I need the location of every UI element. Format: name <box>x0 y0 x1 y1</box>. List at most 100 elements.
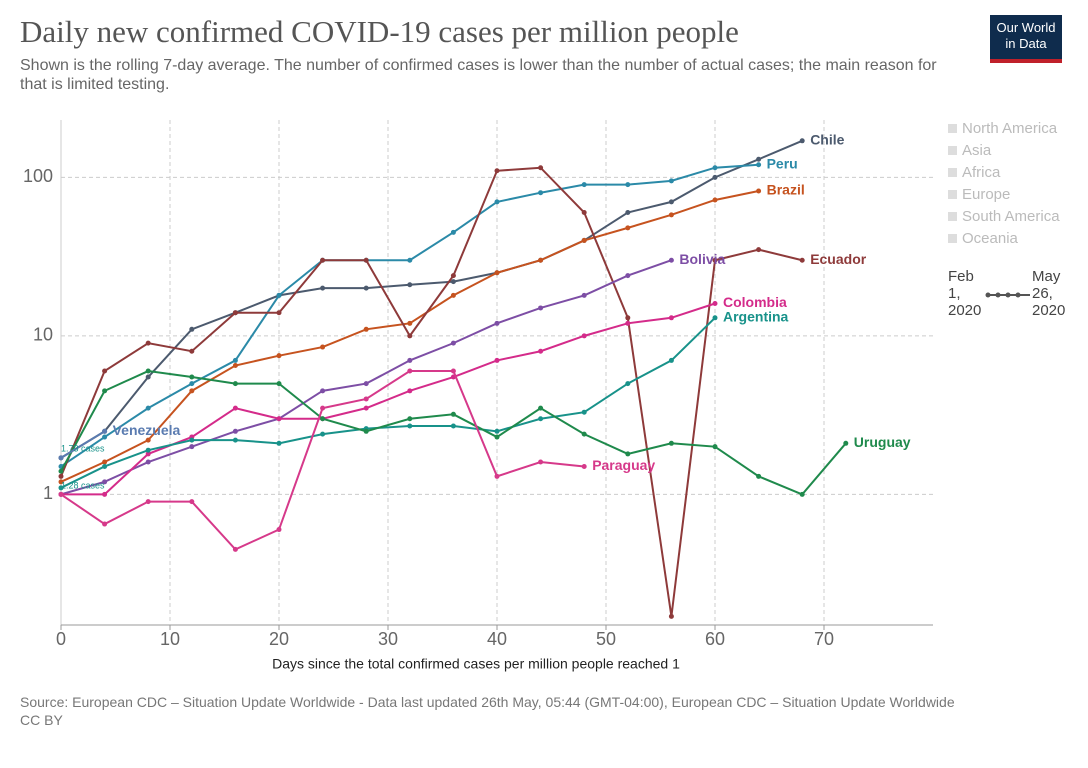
series-point <box>407 320 413 326</box>
series-line <box>60 430 106 459</box>
series-point <box>450 423 456 429</box>
series-point <box>189 348 195 354</box>
series-point <box>276 353 282 359</box>
series-point <box>494 168 500 174</box>
series-point <box>145 437 151 443</box>
series-point <box>102 434 108 440</box>
x-tick-label: 10 <box>160 629 180 649</box>
series-point <box>450 411 456 417</box>
series-point <box>668 357 674 363</box>
legend-swatch <box>948 234 957 243</box>
series-point <box>450 229 456 235</box>
series-point <box>494 473 500 479</box>
logo-line: in Data <box>1005 36 1047 51</box>
legend-swatch <box>948 146 957 155</box>
series-point <box>102 459 108 465</box>
series-point <box>407 423 413 429</box>
series-line <box>60 370 585 551</box>
series-point <box>538 165 544 171</box>
annotation: 1.73 cases <box>61 443 105 453</box>
series-point <box>58 485 64 491</box>
series-point <box>756 188 762 194</box>
series-label: Venezuela <box>113 422 181 438</box>
series-point <box>102 368 108 374</box>
series-point <box>276 416 282 422</box>
series-point <box>189 444 195 450</box>
series-label: Chile <box>810 132 844 148</box>
series-point <box>145 368 151 374</box>
series-point <box>538 459 544 465</box>
series-point <box>625 225 631 231</box>
time-end: 2020 <box>1032 302 1065 319</box>
series-point <box>189 388 195 394</box>
logo[interactable]: Our World in Data <box>990 15 1062 63</box>
series-line <box>60 166 803 617</box>
x-tick-label: 20 <box>269 629 289 649</box>
series-point <box>712 197 718 203</box>
series-point <box>625 320 631 326</box>
series-point <box>407 333 413 339</box>
legend-label: South America <box>962 208 1060 225</box>
series-point <box>799 138 805 144</box>
series-point <box>712 165 718 171</box>
series-point <box>363 285 369 291</box>
series-point <box>232 546 238 552</box>
chart-subtitle: Shown is the rolling 7-day average. The … <box>20 57 937 93</box>
series-point <box>450 273 456 279</box>
series-label: Paraguay <box>592 457 655 473</box>
time-start: Feb <box>948 268 974 285</box>
series-point <box>668 257 674 263</box>
series-line <box>60 139 803 459</box>
series-point <box>58 479 64 485</box>
series-point <box>232 437 238 443</box>
series-point <box>102 428 108 434</box>
chart: Days since the total confirmed cases per… <box>23 120 1065 672</box>
series-point <box>625 451 631 457</box>
series-point <box>538 348 544 354</box>
series-point <box>363 326 369 332</box>
series-point <box>320 344 326 350</box>
series-point <box>407 388 413 394</box>
series-point <box>756 156 762 162</box>
series-point <box>494 434 500 440</box>
series-point <box>538 405 544 411</box>
series-point <box>538 257 544 263</box>
series-point <box>668 178 674 184</box>
legend-label: Africa <box>962 164 1001 181</box>
series-point <box>668 212 674 218</box>
legend-label: Oceania <box>962 230 1019 247</box>
series-point <box>581 237 587 243</box>
series-point <box>320 285 326 291</box>
legend-swatch <box>948 190 957 199</box>
series-point <box>625 182 631 188</box>
time-start: 2020 <box>948 302 981 319</box>
series-point <box>668 613 674 619</box>
x-tick-label: 50 <box>596 629 616 649</box>
series-point <box>450 279 456 285</box>
series-point <box>145 340 151 346</box>
series-point <box>712 301 718 307</box>
series-point <box>625 315 631 321</box>
series-point <box>799 257 805 263</box>
series-point <box>320 405 326 411</box>
series-point <box>189 326 195 332</box>
series-point <box>407 282 413 288</box>
x-tick-label: 40 <box>487 629 507 649</box>
series-point <box>581 210 587 216</box>
legend-swatch <box>948 168 957 177</box>
series-point <box>407 257 413 263</box>
series-point <box>581 292 587 298</box>
x-tick-label: 30 <box>378 629 398 649</box>
series-point <box>145 499 151 505</box>
y-tick-label: 100 <box>23 166 53 186</box>
series-point <box>102 463 108 469</box>
series-point <box>668 315 674 321</box>
series-point <box>145 459 151 465</box>
annotation: 1.28 cases <box>61 480 105 490</box>
series-point <box>756 162 762 168</box>
series-point <box>668 199 674 205</box>
time-end: May <box>1032 268 1061 285</box>
series-point <box>232 357 238 363</box>
series-line <box>60 317 716 489</box>
series-point <box>625 381 631 387</box>
